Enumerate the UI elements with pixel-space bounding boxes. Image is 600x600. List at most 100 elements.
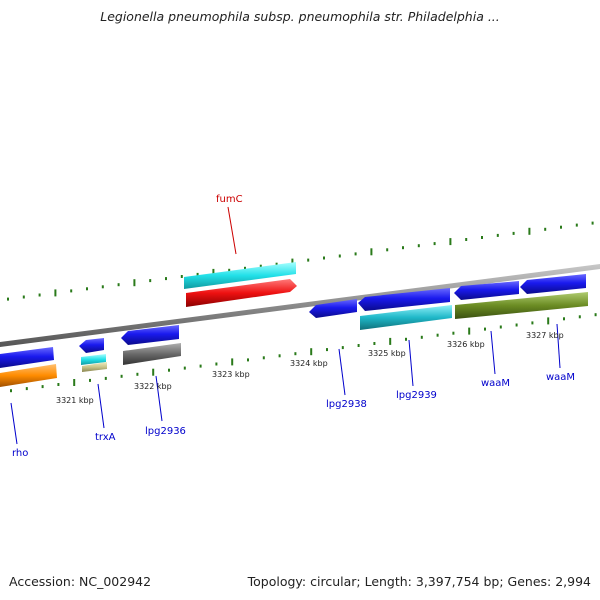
scale-label-3325: 3325 kbp — [368, 349, 406, 358]
connector-lpg2939 — [408, 339, 414, 387]
scale-label-3327: 3327 kbp — [526, 331, 564, 340]
ruler-tick — [560, 225, 562, 229]
ruler-tick — [262, 356, 265, 360]
gene-fumC-red[interactable] — [186, 279, 297, 307]
ruler-tick — [433, 242, 436, 246]
ruler-tick — [402, 246, 404, 250]
ruler-tick — [120, 374, 123, 378]
ruler-tick — [405, 337, 407, 341]
ruler-tick — [149, 279, 152, 283]
connector-lpg2938 — [338, 348, 346, 396]
ruler-tick — [22, 295, 25, 299]
ruler-tick — [373, 342, 376, 345]
upper-tick-track — [7, 221, 594, 301]
ruler-tick — [386, 248, 389, 252]
accession-text: Accession: NC_002942 — [9, 574, 152, 589]
gene-lpg2936-gray[interactable] — [123, 343, 181, 365]
gene-lpg2936-blue[interactable] — [121, 325, 179, 345]
ruler-tick — [10, 389, 12, 393]
ruler-tick — [389, 337, 392, 345]
ruler-tick — [152, 368, 155, 376]
ruler-tick — [370, 248, 373, 256]
label-rho[interactable]: rho — [12, 448, 28, 459]
ruler-tick — [231, 358, 234, 366]
ruler-tick — [512, 231, 515, 235]
ruler-tick — [294, 352, 297, 356]
ruler-tick — [465, 238, 468, 241]
ruler-tick — [70, 289, 73, 293]
ruler-tick — [544, 227, 547, 231]
label-fumC[interactable]: fumC — [216, 194, 243, 205]
ruler-tick — [323, 256, 325, 260]
ruler-tick — [54, 289, 57, 297]
ruler-tick — [228, 268, 231, 272]
gene-trxA-khaki[interactable] — [82, 362, 107, 372]
gene-lpg2939-teal[interactable] — [360, 305, 452, 330]
ruler-tick — [310, 348, 313, 356]
map-title: Legionella pneumophila subsp. pneumophil… — [100, 9, 500, 24]
ruler-tick — [183, 366, 186, 370]
gene-fumC-cyan[interactable] — [184, 262, 296, 289]
ruler-tick — [563, 317, 565, 321]
label-connectors — [10, 206, 561, 445]
forward-genes — [184, 262, 297, 307]
connector-lpg2936 — [155, 375, 163, 422]
ruler-tick — [275, 262, 278, 266]
ruler-tick — [101, 285, 104, 289]
connector-waaM-2 — [556, 323, 561, 369]
label-lpg2938[interactable]: lpg2938 — [326, 399, 367, 410]
ruler-tick — [247, 358, 249, 362]
scale-label-3326: 3326 kbp — [447, 340, 485, 349]
gene-waaM-1-blue[interactable] — [454, 281, 519, 300]
gene-olive-long[interactable] — [455, 292, 588, 319]
ruler-tick — [104, 376, 107, 380]
ruler-tick — [7, 297, 9, 301]
label-lpg2939[interactable]: lpg2939 — [396, 390, 437, 401]
gene-rho-orange[interactable] — [0, 364, 57, 387]
ruler-tick — [199, 364, 202, 368]
gene-lpg2938-blue[interactable] — [309, 299, 357, 318]
genome-backbone — [0, 264, 600, 347]
ruler-tick — [259, 264, 262, 268]
lower-tick-track — [10, 313, 597, 393]
ruler-tick — [180, 275, 183, 278]
label-lpg2936[interactable]: lpg2936 — [145, 426, 186, 437]
ruler-tick — [244, 266, 246, 270]
ruler-tick — [468, 327, 471, 335]
ruler-tick — [117, 283, 120, 287]
ruler-tick — [338, 254, 341, 258]
ruler-tick — [41, 385, 44, 389]
connector-waaM-1 — [490, 330, 496, 375]
ruler-tick — [547, 317, 550, 325]
ruler-tick — [165, 277, 167, 281]
ruler-tick — [357, 344, 360, 347]
gene-trxA-cyan[interactable] — [81, 354, 106, 365]
ruler-tick — [307, 258, 310, 262]
ruler-tick — [436, 333, 439, 337]
ruler-tick — [481, 236, 483, 239]
label-trxA[interactable]: trxA — [95, 432, 116, 443]
scale-label-3323: 3323 kbp — [212, 370, 250, 379]
gene-rho-blue[interactable] — [0, 347, 54, 368]
ruler-tick — [212, 268, 215, 276]
ruler-tick — [86, 287, 88, 291]
connector-trxA — [97, 383, 105, 429]
ruler-tick — [341, 346, 344, 350]
ruler-tick — [57, 383, 60, 386]
scale-label-3324: 3324 kbp — [290, 359, 328, 368]
gene-waaM-2-blue[interactable] — [520, 274, 586, 294]
ruler-tick — [89, 378, 91, 382]
ruler-tick — [168, 368, 170, 372]
genome-summary-text: Topology: circular; Length: 3,397,754 bp… — [247, 574, 591, 589]
label-waaM-1[interactable]: waaM — [481, 378, 510, 389]
gene-labels: fumC rho trxA lpg2936 lpg2938 lpg2939 wa… — [12, 194, 575, 459]
ruler-tick — [136, 372, 139, 376]
label-waaM-2[interactable]: waaM — [546, 372, 575, 383]
scale-labels: 3321 kbp 3322 kbp 3323 kbp 3324 kbp 3325… — [56, 331, 564, 405]
ruler-tick — [578, 315, 581, 319]
ruler-tick — [499, 325, 502, 329]
ruler-tick — [531, 321, 534, 325]
gene-lpg2939-blue[interactable] — [358, 288, 450, 311]
gene-trxA-blue[interactable] — [79, 338, 104, 353]
